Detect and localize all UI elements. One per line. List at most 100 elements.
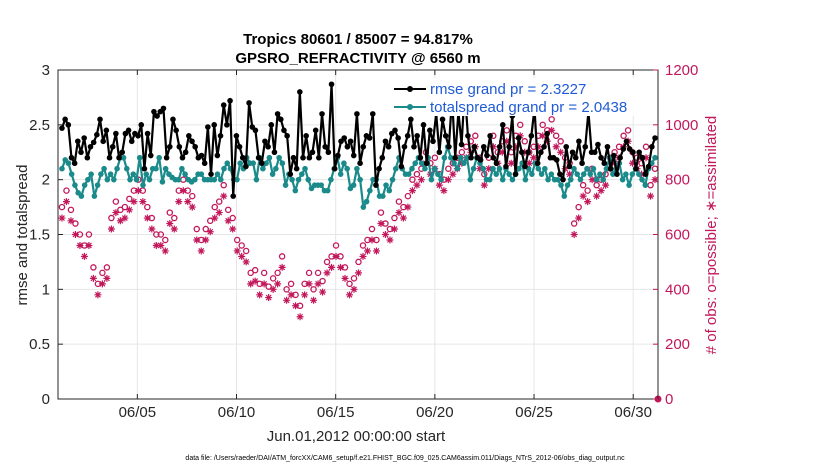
totalspread-point: [639, 176, 645, 183]
assimilated-obs-point: [539, 132, 547, 140]
rmse-point: [506, 143, 512, 150]
assimilated-obs-point: [166, 220, 174, 228]
totalspread-point: [85, 176, 91, 183]
totalspread-point: [642, 182, 649, 188]
rmse-point: [281, 127, 287, 134]
possible-obs-point: [211, 203, 218, 211]
totalspread-point: [156, 154, 162, 161]
rmse-point: [90, 139, 97, 146]
rmse-point: [265, 143, 271, 150]
rmse-point: [138, 122, 145, 128]
totalspread-point: [344, 165, 350, 172]
totalspread-point: [386, 187, 393, 194]
assimilated-obs-point: [557, 148, 565, 156]
assimilated-obs-point: [305, 280, 313, 288]
rmse-point: [182, 149, 189, 156]
rmse-point: [354, 111, 360, 117]
totalspread-point: [350, 182, 357, 188]
totalspread-point: [392, 165, 399, 172]
possible-obs-point: [126, 195, 133, 203]
possible-obs-point: [215, 198, 223, 205]
y2-tick-label: 1000: [665, 117, 698, 134]
assimilated-obs-point: [125, 206, 133, 214]
totalspread-point: [558, 182, 564, 188]
possible-obs-point: [557, 138, 564, 145]
totalspread-point: [68, 171, 75, 177]
rmse-point: [106, 154, 113, 161]
possible-obs-point: [247, 269, 254, 277]
rmse-point: [398, 163, 405, 170]
assimilated-obs-point: [278, 263, 286, 271]
assimilated-obs-point: [440, 187, 448, 195]
possible-obs-point: [206, 217, 214, 225]
rmse-point: [490, 154, 497, 161]
rmse-point: [186, 133, 192, 139]
assimilated-obs-point: [116, 217, 124, 225]
totalspread-point: [269, 171, 276, 177]
assimilated-obs-point: [319, 288, 327, 296]
possible-obs-point: [404, 192, 412, 200]
totalspread-point: [597, 171, 603, 177]
assimilated-obs-point: [476, 165, 484, 173]
rmse-point: [499, 122, 506, 128]
axis-ticks: 06/05 06/10 06/15 06/20 06/25 06/30 0 0.5 1 1.5 2 2…: [29, 62, 698, 421]
assimilated-obs-point: [377, 220, 385, 228]
rmse-point: [233, 133, 240, 139]
rmse-point: [103, 127, 110, 134]
assimilated-obs-point: [179, 187, 187, 195]
legend-box: [388, 78, 650, 116]
assimilated-obs-point: [359, 252, 367, 260]
totalspread-point: [367, 187, 373, 194]
rmse-point: [75, 138, 81, 145]
totalspread-point: [580, 171, 587, 177]
rmse-point: [62, 116, 68, 123]
rmse-point: [366, 135, 373, 141]
possible-obs-point: [220, 181, 227, 189]
totalspread-point: [354, 165, 360, 172]
totalspread-point: [363, 198, 370, 205]
rmse-point: [316, 154, 322, 161]
possible-obs-point: [539, 121, 546, 129]
totalspread-point: [587, 171, 594, 177]
totalspread-point: [422, 165, 428, 172]
rmse-point: [411, 143, 417, 150]
rmse-point: [97, 116, 103, 123]
rmse-point: [141, 165, 148, 172]
rmse-point: [290, 154, 297, 161]
rmse-point: [645, 163, 652, 170]
legend: rmse grand pr = 2.3227 totalspread grand…: [388, 78, 650, 116]
possible-obs-point: [85, 231, 93, 238]
possible-obs-point: [548, 116, 555, 123]
assimilated-obs-point: [229, 225, 237, 233]
assimilated-obs-point: [89, 274, 97, 282]
rmse-point: [576, 138, 582, 145]
assimilated-obs-point: [314, 280, 322, 288]
totalspread-point: [623, 171, 629, 177]
rmse-point: [642, 171, 649, 177]
possible-obs-point: [283, 286, 290, 293]
possible-obs-point: [355, 258, 362, 266]
assimilated-obs-point: [350, 285, 358, 293]
rmse-point: [179, 154, 186, 161]
totalspread-point: [506, 171, 512, 177]
assimilated-obs-point: [629, 159, 637, 167]
rmse-point: [331, 165, 338, 172]
possible-obs-point: [67, 206, 75, 214]
assimilated-obs-point: [346, 291, 354, 299]
possible-obs-point: [144, 203, 151, 211]
assimilated-obs-point: [107, 225, 115, 233]
possible-obs-point: [624, 127, 632, 134]
rmse-point: [503, 163, 509, 170]
rmse-point: [471, 143, 478, 150]
assimilated-obs-point: [323, 269, 331, 277]
legend-marker-totalspread: [407, 104, 413, 110]
totalspread-point: [431, 165, 438, 172]
rmse-point: [604, 143, 611, 150]
rmse-point: [617, 154, 623, 161]
assimilated-obs-point: [112, 209, 120, 217]
rmse-point: [135, 133, 141, 139]
rmse-point: [119, 149, 126, 156]
totalspread-point: [224, 160, 231, 167]
rmse-point: [350, 152, 357, 159]
rmse-point: [59, 125, 65, 131]
